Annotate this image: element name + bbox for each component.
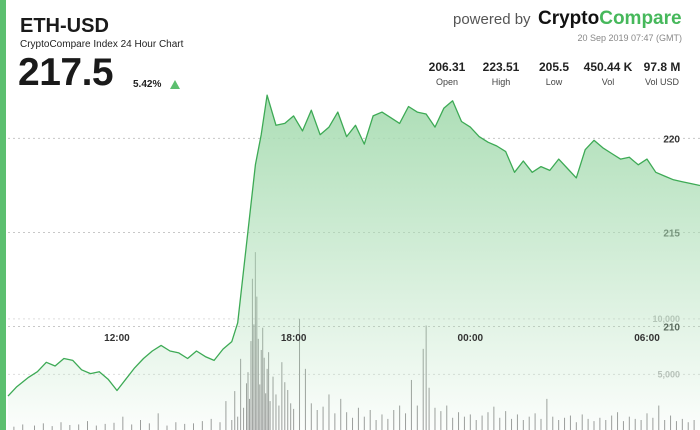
brand-logo-part1: Crypto xyxy=(538,8,600,29)
stat-high-value: 223.51 xyxy=(482,60,520,74)
price-line xyxy=(7,94,700,397)
stat-volume-label: Vol xyxy=(601,77,615,87)
price-area xyxy=(8,95,700,430)
stat-volume-value: 450.44 K xyxy=(583,60,633,74)
stat-volume-usd-value: 97.8 M xyxy=(643,60,681,74)
brand-logo[interactable]: CryptoCompare xyxy=(538,8,682,30)
x-tick-label: 12:00 xyxy=(104,333,130,344)
stat-low: 205.5 Low xyxy=(535,60,573,87)
triangle-up-icon xyxy=(170,80,180,89)
stat-volume-usd: 97.8 M Vol USD xyxy=(640,60,684,87)
stat-low-value: 205.5 xyxy=(538,60,570,74)
x-tick-label: 06:00 xyxy=(634,333,660,344)
accent-bar xyxy=(0,0,6,430)
stat-high: 223.51 High xyxy=(480,60,522,87)
chart-subtitle: CryptoCompare Index 24 Hour Chart xyxy=(20,39,184,50)
pair-title: ETH-USD xyxy=(20,15,109,37)
stat-low-label: Low xyxy=(545,77,563,87)
stat-open-label: Open xyxy=(435,77,459,87)
x-tick-label: 18:00 xyxy=(281,333,307,344)
stat-volume-usd-label: Vol USD xyxy=(644,77,679,87)
current-price: 217.5 xyxy=(18,51,114,94)
stat-open: 206.31 Open xyxy=(427,60,467,87)
stat-open-value: 206.31 xyxy=(428,60,466,74)
stat-high-label: High xyxy=(491,77,511,87)
timestamp: 20 Sep 2019 07:47 (GMT) xyxy=(577,33,682,43)
brand-logo-part2: Compare xyxy=(599,8,682,29)
stat-volume: 450.44 K Vol xyxy=(580,60,636,87)
powered-by-label: powered by xyxy=(453,11,531,28)
x-tick-label: 00:00 xyxy=(458,333,484,344)
change-percent: 5.42% xyxy=(133,79,162,90)
y-tick-label: 220 xyxy=(663,134,680,145)
